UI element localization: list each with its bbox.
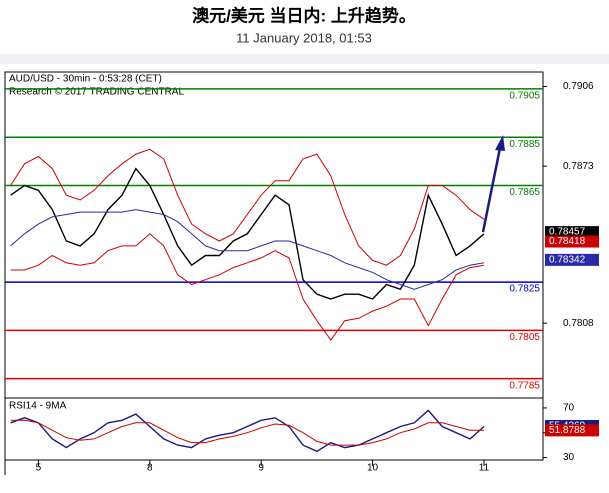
level-label: 0.7785 <box>509 380 540 391</box>
level-label: 0.7885 <box>509 139 540 150</box>
x-tick-label: 10 <box>367 463 379 474</box>
y-tick-label: 30 <box>563 452 575 463</box>
level-label: 0.7905 <box>509 91 540 102</box>
x-tick-label: 11 <box>479 463 490 474</box>
rsi-title: RSI14 - 9MA <box>9 401 67 412</box>
arrow-head <box>495 135 505 151</box>
page-title: 澳元/美元 当日内: 上升趋势。 <box>192 5 416 25</box>
y-tick-label: 0.7873 <box>563 161 594 172</box>
series-line <box>10 148 485 266</box>
trend-arrow <box>481 147 502 233</box>
level-label: 0.7805 <box>509 332 540 343</box>
rsi-panel <box>4 397 544 461</box>
series-line <box>10 209 485 290</box>
y-tick-label: 70 <box>563 403 575 414</box>
y-tick-label: 0.7906 <box>563 81 594 92</box>
series-line <box>10 233 485 341</box>
level-label: 0.7825 <box>509 284 540 295</box>
price-tag-label: 51.8788 <box>549 425 586 436</box>
x-tick-label: 5 <box>36 463 42 474</box>
price-tag-label: 0.78342 <box>549 255 586 266</box>
x-tick-label: 9 <box>258 463 264 474</box>
series-line <box>10 409 485 453</box>
series-line <box>10 167 485 300</box>
chart-title: AUD/USD - 30min - 0:53:28 (CET) <box>9 74 162 85</box>
x-tick-label: 8 <box>147 463 153 474</box>
page-subtitle: 11 January 2018, 01:53 <box>236 30 372 45</box>
price-panel <box>4 71 544 399</box>
price-tag <box>545 226 599 239</box>
level-label: 0.7865 <box>509 187 540 198</box>
series-line <box>10 419 484 446</box>
y-tick-label: 0.7808 <box>563 318 594 329</box>
price-tag <box>545 424 599 437</box>
separator <box>0 54 609 64</box>
price-tag <box>545 235 599 248</box>
price-tag-label: 0.78418 <box>549 236 586 247</box>
price-tag-label: 0.78457 <box>549 227 586 238</box>
chart-subtitle: Research © 2017 TRADING CENTRAL <box>9 87 184 98</box>
price-tag <box>545 253 599 266</box>
